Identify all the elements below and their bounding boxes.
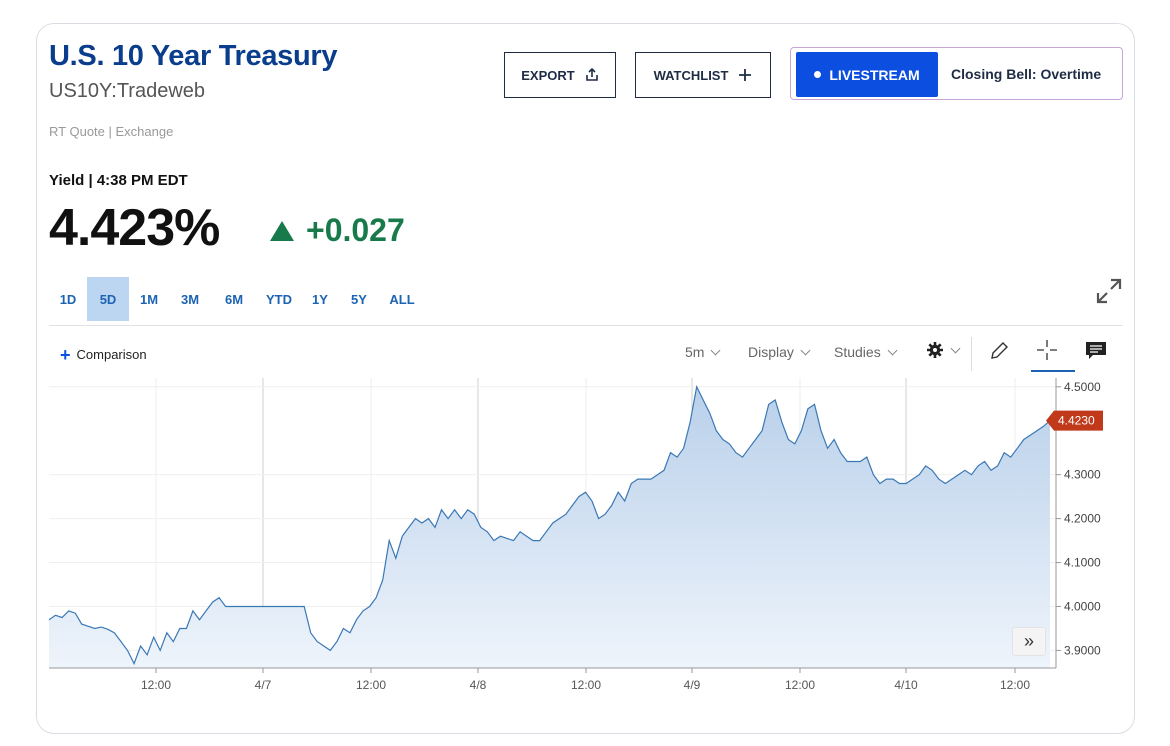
x-tick-label: 12:00 — [1000, 678, 1030, 692]
yield-change: +0.027 — [270, 212, 405, 249]
x-tick-label: 4/8 — [470, 678, 487, 692]
range-tab-all[interactable]: ALL — [389, 291, 415, 307]
display-label: Display — [748, 344, 794, 360]
quote-type-label: RT Quote | Exchange — [49, 124, 174, 139]
studies-label: Studies — [834, 344, 881, 360]
gear-icon — [927, 342, 943, 358]
chart-axes: 12:00 4/7 12:00 4/8 12:00 4/9 12:00 4/10 12:00 4.… — [49, 378, 1101, 692]
studies-menu[interactable]: Studies — [834, 344, 898, 360]
livestream-label: LIVESTREAM — [829, 66, 920, 83]
livestream-panel: LIVESTREAM Closing Bell: Overtime — [790, 47, 1123, 100]
symbol-label: US10Y:Tradeweb — [49, 80, 206, 102]
livestream-show-link[interactable]: Closing Bell: Overtime — [951, 66, 1102, 82]
range-tab-3m[interactable]: 3M — [180, 291, 200, 307]
range-tab-6m[interactable]: 6M — [224, 291, 244, 307]
watchlist-button[interactable]: WATCHLIST — [635, 52, 771, 98]
plus-icon — [739, 69, 752, 81]
last-value-badge — [1046, 410, 1103, 431]
comparison-button[interactable]: + Comparison — [60, 344, 147, 365]
range-tab-5d[interactable]: 5D — [87, 277, 129, 321]
crosshair-active-indicator — [1031, 370, 1075, 372]
y-tick-label: 4.2000 — [1064, 512, 1101, 526]
livestream-button[interactable]: LIVESTREAM — [796, 52, 938, 97]
export-label: EXPORT — [521, 67, 575, 83]
expand-icon[interactable] — [1094, 276, 1124, 306]
x-tick-label: 12:00 — [571, 678, 601, 692]
page-title: U.S. 10 Year Treasury — [49, 40, 338, 72]
toolbar-separator — [971, 337, 972, 371]
crosshair-icon[interactable] — [1036, 339, 1058, 361]
y-tick-label: 4.3000 — [1064, 468, 1101, 482]
x-tick-label: 4/7 — [255, 678, 272, 692]
change-value: +0.027 — [306, 212, 405, 248]
range-tab-5y[interactable]: 5Y — [351, 291, 367, 307]
double-chevron-right-icon: » — [1023, 631, 1034, 651]
time-range-tabs: 1D 5D 1M 3M 6M YTD 1Y 5Y ALL — [49, 277, 425, 321]
toolbar-divider — [49, 325, 1123, 326]
yield-line — [48, 384, 1051, 666]
x-tick-label: 12:00 — [785, 678, 815, 692]
last-value-marker: 4.4230 — [1046, 410, 1103, 431]
x-tick-label: 4/9 — [684, 678, 701, 692]
x-tick-label: 12:00 — [356, 678, 386, 692]
x-tick-label: 4/10 — [894, 678, 918, 692]
y-tick-label: 4.1000 — [1064, 556, 1101, 570]
range-tab-1d[interactable]: 1D — [59, 291, 77, 307]
last-value-label: 4.4230 — [1058, 414, 1095, 428]
display-menu[interactable]: Display — [748, 344, 811, 360]
watchlist-label: WATCHLIST — [653, 67, 729, 83]
up-arrow-icon — [270, 220, 294, 241]
settings-menu[interactable] — [926, 341, 961, 359]
comment-icon[interactable] — [1085, 341, 1107, 361]
live-dot-icon — [814, 71, 822, 78]
comparison-label: Comparison — [76, 347, 147, 362]
interval-select[interactable]: 5m — [685, 344, 721, 360]
range-tab-ytd[interactable]: YTD — [266, 291, 292, 307]
share-icon — [585, 68, 598, 81]
x-tick-label: 12:00 — [141, 678, 171, 692]
quote-time: 4:38 PM EDT — [96, 172, 188, 189]
export-button[interactable]: EXPORT — [504, 52, 616, 98]
yield-label: Yield | — [49, 172, 93, 189]
scroll-right-button[interactable]: » — [1012, 627, 1046, 656]
y-tick-label: 4.5000 — [1064, 380, 1101, 394]
interval-label: 5m — [685, 344, 705, 360]
range-tab-1m[interactable]: 1M — [139, 291, 159, 307]
range-tab-1y[interactable]: 1Y — [312, 291, 328, 307]
y-tick-label: 4.0000 — [1064, 599, 1101, 613]
yield-time-label: Yield | 4:38 PM EDT — [49, 172, 188, 189]
pencil-icon[interactable] — [988, 340, 1010, 362]
plus-icon: + — [60, 344, 71, 365]
yield-price: 4.423% — [49, 199, 220, 257]
y-tick-label: 3.9000 — [1064, 643, 1101, 657]
